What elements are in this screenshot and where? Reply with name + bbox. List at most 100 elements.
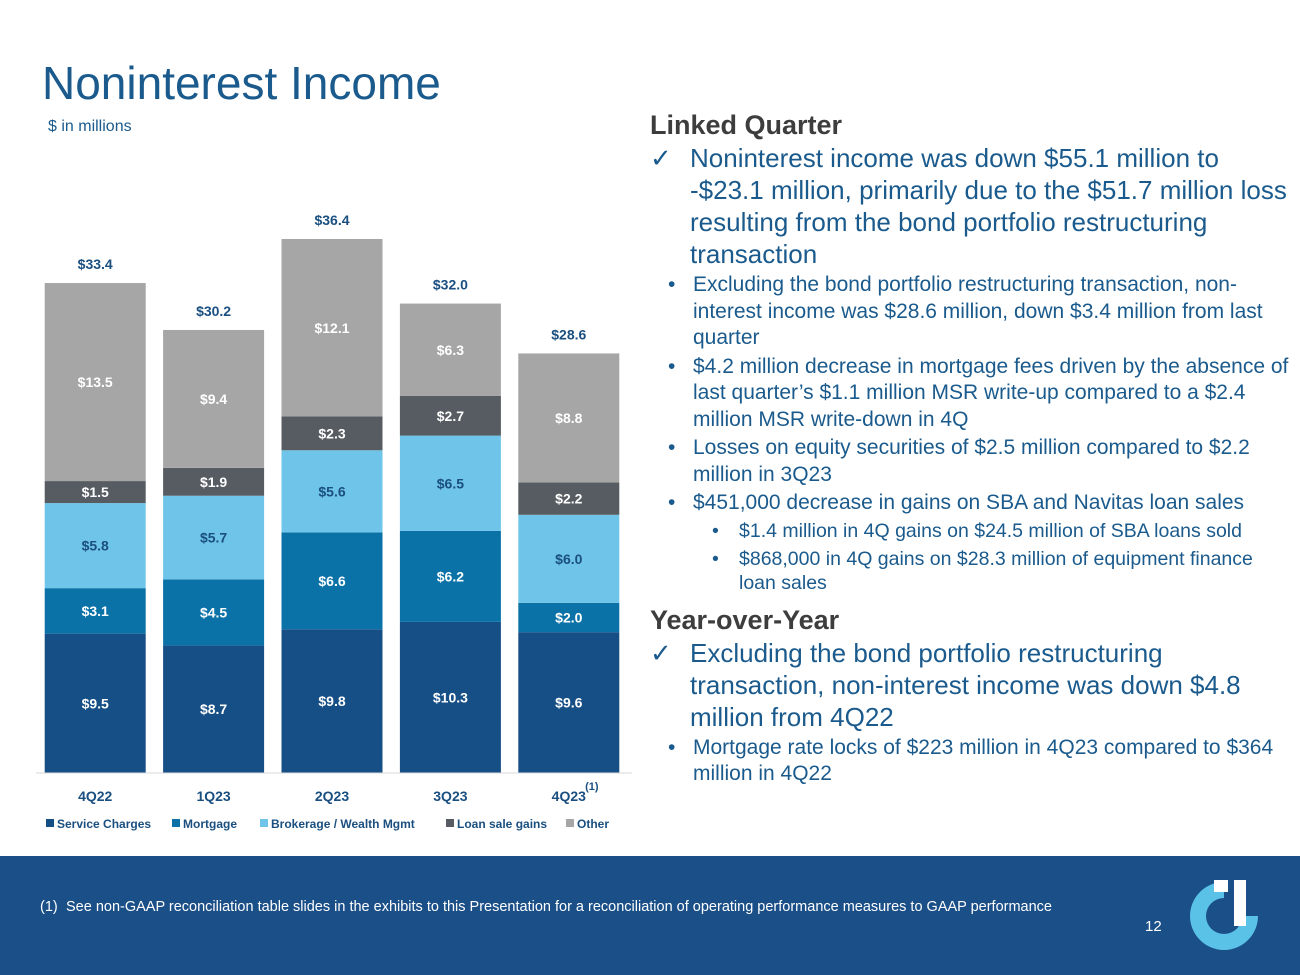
data-label: $12.1 — [314, 320, 349, 336]
bar-segment-brokerage-wealth-mgmt — [518, 514, 620, 603]
yoy-bullet: • Mortgage rate locks of $223 million in… — [650, 735, 1290, 788]
bar-segment-other — [163, 329, 265, 468]
bar-segment-service-charges — [163, 645, 265, 773]
data-label: $6.6 — [318, 573, 345, 589]
legend-swatch — [172, 819, 180, 827]
data-label: $6.5 — [437, 475, 464, 491]
total-label: $28.6 — [551, 326, 586, 342]
bullet-icon: • — [668, 491, 676, 514]
data-label: $2.2 — [555, 491, 582, 507]
bar-segment-other — [518, 353, 620, 483]
bullet-icon: • — [712, 519, 719, 542]
data-label: $6.2 — [437, 568, 464, 584]
linked-main-point: ✓ Noninterest income was down $55.1 mill… — [650, 142, 1290, 270]
footer-bar — [0, 856, 1300, 975]
bar-segment-service-charges — [399, 621, 501, 773]
data-label: $10.3 — [433, 689, 468, 705]
data-label: $9.8 — [318, 693, 345, 709]
x-tick-label: 4Q22 — [78, 788, 112, 804]
bullet-icon: • — [668, 273, 676, 296]
data-label: $4.5 — [200, 604, 227, 620]
data-label: $5.8 — [82, 538, 109, 554]
legend-swatch — [46, 819, 54, 827]
legend-swatch — [566, 819, 574, 827]
data-label: $9.6 — [555, 695, 582, 711]
linked-bullet-text: $451,000 decrease in gains on SBA and Na… — [693, 491, 1245, 514]
data-label: $5.7 — [200, 530, 227, 546]
data-label: $5.6 — [318, 483, 345, 499]
data-label: $2.7 — [437, 408, 464, 424]
yoy-heading: Year-over-Year — [650, 604, 840, 635]
bar-segment-other — [44, 283, 146, 482]
legend-label: Service Charges — [57, 817, 151, 831]
bullet-icon: • — [668, 436, 676, 459]
bar-segment-brokerage-wealth-mgmt — [44, 503, 146, 589]
bar-segment-mortgage — [518, 602, 620, 633]
yoy-bullet-text: Mortgage rate locks of $223 million in 4… — [693, 735, 1274, 786]
data-label: $1.5 — [82, 484, 109, 500]
bar-segment-loan-sale-gains — [399, 395, 501, 436]
data-label: $13.5 — [78, 374, 113, 390]
data-label: $1.9 — [200, 474, 227, 490]
data-label: $2.3 — [318, 425, 345, 441]
legend-label: Brokerage / Wealth Mgmt — [271, 817, 415, 831]
linked-bullet: • Excluding the bond portfolio restructu… — [650, 272, 1290, 352]
bar-segment-mortgage — [399, 530, 501, 622]
bar-segment-service-charges — [44, 633, 146, 773]
x-tick-label: 1Q23 — [196, 788, 230, 804]
linked-bullet: • Losses on equity securities of $2.5 mi… — [650, 435, 1290, 488]
bar-segment-other — [281, 239, 383, 417]
bar-segment-other — [399, 303, 501, 396]
logo-bar — [1234, 880, 1246, 926]
x-tick-label: 4Q23 — [552, 788, 586, 804]
yoy-main-point: ✓ Excluding the bond portfolio restructu… — [650, 637, 1290, 733]
checkmark-icon: ✓ — [650, 143, 672, 173]
total-label: $30.2 — [196, 303, 231, 319]
footnote: (1) See non-GAAP reconciliation table sl… — [40, 898, 1080, 916]
data-label: $8.7 — [200, 701, 227, 717]
linked-subbullet-text: $1.4 million in 4Q gains on $24.5 millio… — [739, 519, 1242, 542]
logo-arc — [1190, 882, 1258, 950]
legend-label: Mortgage — [183, 817, 237, 831]
data-label: $2.0 — [555, 609, 582, 625]
bullet-icon: • — [712, 547, 719, 570]
linked-bullet-text: $4.2 million decrease in mortgage fees d… — [693, 354, 1289, 431]
linked-bullet-text: Losses on equity securities of $2.5 mill… — [693, 436, 1250, 486]
x-tick-label: 3Q23 — [433, 788, 467, 804]
bar-segment-loan-sale-gains — [518, 482, 620, 515]
logo-tab — [1214, 880, 1228, 892]
legend-swatch — [446, 819, 454, 827]
linked-subbullet: • $868,000 in 4Q gains on $28.3 million … — [650, 547, 1290, 595]
x-tick-footnote-mark: (1) — [585, 781, 599, 793]
bar-segment-brokerage-wealth-mgmt — [281, 450, 383, 533]
linked-main-text: Noninterest income was down $55.1 millio… — [690, 143, 1287, 269]
bar-segment-loan-sale-gains — [281, 416, 383, 451]
stacked-bar-chart: $9.5 $3.1 $5.8 $1.5 $13.5 $33.4 $8.7 $4.5 $5.7 $1… — [36, 212, 632, 831]
linked-quarter-heading: Linked Quarter — [650, 110, 843, 140]
x-tick-label: 2Q23 — [315, 788, 349, 804]
checkmark-icon: ✓ — [650, 637, 672, 668]
company-logo — [1190, 880, 1258, 950]
total-label: $36.4 — [314, 212, 349, 228]
bar-segment-brokerage-wealth-mgmt — [399, 435, 501, 531]
linked-subbullet-text: $868,000 in 4Q gains on $28.3 million of… — [739, 547, 1253, 594]
data-label: $8.8 — [555, 410, 582, 426]
bar-segment-loan-sale-gains — [163, 467, 265, 496]
legend-label: Loan sale gains — [457, 817, 547, 831]
data-label: $9.4 — [200, 391, 227, 407]
page-number: 12 — [1145, 918, 1162, 935]
bar-segment-mortgage — [163, 579, 265, 646]
linked-bullet: • $451,000 decrease in gains on SBA and … — [650, 490, 1290, 517]
footnote-text: See non-GAAP reconciliation table slides… — [66, 899, 1052, 915]
data-label: $3.1 — [82, 603, 109, 619]
units-label: $ in millions — [48, 118, 132, 135]
commentary-panel: Linked Quarter ✓ Noninterest income was … — [650, 108, 1290, 788]
bullet-icon: • — [668, 354, 676, 378]
linked-bullet-text: Excluding the bond portfolio restructuri… — [693, 273, 1263, 349]
bar-segment-brokerage-wealth-mgmt — [163, 495, 265, 580]
footnote-mark: (1) — [40, 899, 58, 915]
yoy-main-text: Excluding the bond portfolio restructuri… — [690, 637, 1241, 732]
bar-segment-mortgage — [44, 588, 146, 634]
linked-subbullet: • $1.4 million in 4Q gains on $24.5 mill… — [650, 519, 1290, 543]
bar-segment-service-charges — [518, 632, 620, 773]
